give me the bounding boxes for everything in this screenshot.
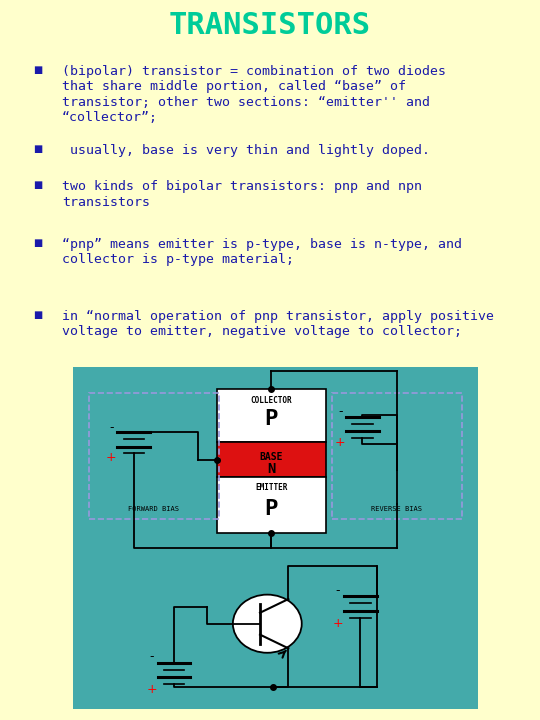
Bar [217,442,326,477]
Text: COLLECTOR: COLLECTOR [251,395,292,405]
Text: REVERSE BIAS: REVERSE BIAS [372,506,422,512]
Bar [332,393,462,519]
Text: P: P [265,410,278,429]
Text: N: N [267,462,275,476]
Text: ■: ■ [33,144,43,154]
Text: P: P [265,500,278,519]
Text: -: - [149,650,154,663]
Text: ■: ■ [33,310,43,320]
Text: +: + [333,616,343,629]
Text: +: + [146,683,157,696]
Text: -: - [335,584,340,597]
Text: BASE: BASE [260,452,283,462]
Bar [89,393,219,519]
Text: -: - [109,420,113,433]
Text: (bipolar) transistor = combination of two diodes
that share middle portion, call: (bipolar) transistor = combination of tw… [62,65,446,125]
Bar [217,477,326,533]
Text: two kinds of bipolar transistors: pnp and npn
transistors: two kinds of bipolar transistors: pnp an… [62,180,422,209]
Text: “pnp” means emitter is p-type, base is n-type, and
collector is p-type material;: “pnp” means emitter is p-type, base is n… [62,238,462,266]
Text: TRANSISTORS: TRANSISTORS [169,11,371,40]
Text: ■: ■ [33,238,43,248]
Text: ■: ■ [33,65,43,75]
Text: +: + [106,451,117,464]
Text: ■: ■ [33,180,43,190]
Text: -: - [338,405,342,418]
Text: usually, base is very thin and lightly doped.: usually, base is very thin and lightly d… [62,144,430,157]
Text: FORWARD BIAS: FORWARD BIAS [129,506,179,512]
Text: in “normal operation of pnp transistor, apply positive
voltage to emitter, negat: in “normal operation of pnp transistor, … [62,310,494,338]
Circle shape [233,595,302,653]
Text: +: + [335,436,346,449]
Bar [217,390,326,442]
Text: EMITTER: EMITTER [255,483,287,492]
